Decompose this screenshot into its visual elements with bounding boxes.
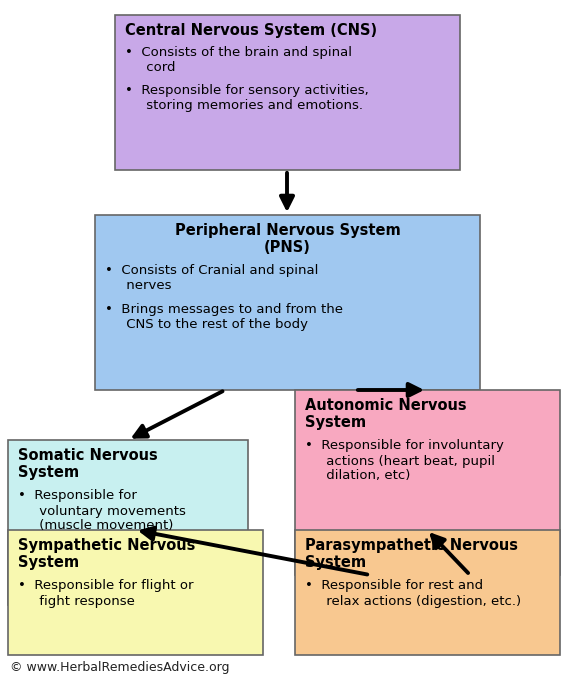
Text: •  Responsible for rest and
     relax actions (digestion, etc.): • Responsible for rest and relax actions… xyxy=(305,580,521,608)
FancyBboxPatch shape xyxy=(115,15,460,170)
FancyBboxPatch shape xyxy=(8,440,248,605)
Text: Somatic Nervous
System: Somatic Nervous System xyxy=(18,448,157,480)
Text: •  Responsible for
     voluntary movements
     (muscle movement): • Responsible for voluntary movements (m… xyxy=(18,490,186,532)
FancyBboxPatch shape xyxy=(95,215,480,390)
FancyBboxPatch shape xyxy=(8,530,263,655)
Text: Sympathetic Nervous
System: Sympathetic Nervous System xyxy=(18,538,195,570)
Text: •  Consists of Cranial and spinal
     nerves: • Consists of Cranial and spinal nerves xyxy=(105,265,318,292)
Text: •  Responsible for sensory activities,
     storing memories and emotions.: • Responsible for sensory activities, st… xyxy=(125,84,369,113)
Text: •  Responsible for flight or
     fight response: • Responsible for flight or fight respon… xyxy=(18,580,193,608)
Text: Central Nervous System (CNS): Central Nervous System (CNS) xyxy=(125,23,377,38)
Text: •  Responsible for involuntary
     actions (heart beat, pupil
     dilation, et: • Responsible for involuntary actions (h… xyxy=(305,440,504,482)
Text: © www.HerbalRemediesAdvice.org: © www.HerbalRemediesAdvice.org xyxy=(10,661,229,674)
FancyBboxPatch shape xyxy=(295,530,560,655)
Text: Parasympathetic Nervous
System: Parasympathetic Nervous System xyxy=(305,538,518,570)
Text: Autonomic Nervous
System: Autonomic Nervous System xyxy=(305,398,467,430)
Text: •  Brings messages to and from the
     CNS to the rest of the body: • Brings messages to and from the CNS to… xyxy=(105,303,343,331)
FancyBboxPatch shape xyxy=(295,390,560,575)
Text: •  Consists of the brain and spinal
     cord: • Consists of the brain and spinal cord xyxy=(125,46,352,74)
Text: Peripheral Nervous System
(PNS): Peripheral Nervous System (PNS) xyxy=(175,223,400,255)
